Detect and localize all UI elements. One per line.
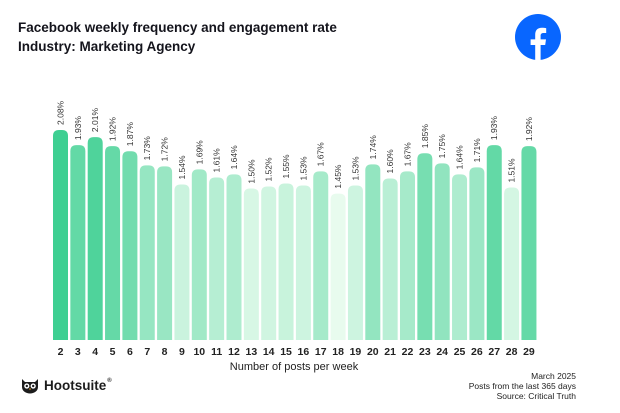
- hootsuite-brand: Hootsuite®: [20, 376, 112, 394]
- x-tick-24: 24: [436, 346, 448, 358]
- x-tick-9: 9: [179, 346, 185, 358]
- data-label-6: 1.87%: [125, 122, 135, 147]
- bar-14: [261, 186, 277, 340]
- x-tick-28: 28: [506, 346, 518, 358]
- data-label-18: 1.45%: [333, 164, 343, 189]
- data-label-16: 1.53%: [298, 156, 308, 181]
- x-tick-29: 29: [523, 346, 535, 358]
- data-label-11: 1.61%: [212, 148, 222, 173]
- data-label-25: 1.64%: [455, 145, 465, 170]
- bar-15: [278, 183, 294, 340]
- x-tick-5: 5: [110, 346, 116, 358]
- data-label-13: 1.50%: [246, 159, 256, 184]
- data-label-28: 1.51%: [507, 158, 517, 183]
- bar-25: [452, 174, 468, 340]
- chart-meta: March 2025 Posts from the last 365 days …: [469, 371, 576, 401]
- chart-title: Facebook weekly frequency and engagement…: [18, 20, 337, 35]
- bar-5: [105, 146, 121, 340]
- bar-10: [191, 169, 207, 340]
- data-label-2: 2.08%: [56, 100, 66, 125]
- bar-13: [243, 188, 259, 340]
- bar-21: [382, 178, 398, 340]
- bar-17: [313, 171, 329, 340]
- report-source: Source: Critical Truth: [496, 391, 576, 401]
- data-label-14: 1.52%: [264, 157, 274, 182]
- brand-text: Hootsuite: [44, 377, 107, 393]
- bar-19: [347, 185, 363, 340]
- data-label-21: 1.60%: [385, 149, 395, 174]
- data-label-22: 1.67%: [403, 142, 413, 167]
- bar-2: [53, 130, 68, 340]
- bar-22: [400, 171, 415, 340]
- data-label-15: 1.55%: [281, 154, 291, 179]
- bar-20: [365, 164, 381, 340]
- data-label-8: 1.72%: [160, 137, 170, 162]
- data-label-23: 1.85%: [420, 124, 430, 149]
- bar-4: [87, 137, 103, 340]
- data-label-20: 1.74%: [368, 135, 378, 160]
- data-label-9: 1.54%: [177, 155, 187, 180]
- x-tick-25: 25: [454, 346, 466, 358]
- bar-9: [174, 184, 190, 340]
- report-period: Posts from the last 365 days: [468, 381, 576, 391]
- x-tick-21: 21: [384, 346, 396, 358]
- data-label-24: 1.75%: [437, 134, 447, 159]
- x-tick-15: 15: [280, 346, 292, 358]
- bar-16: [295, 185, 311, 340]
- data-label-29: 1.92%: [524, 117, 534, 142]
- x-tick-4: 4: [92, 346, 98, 358]
- bar-28: [504, 187, 520, 340]
- x-tick-22: 22: [402, 346, 414, 358]
- data-label-3: 1.93%: [73, 116, 83, 141]
- x-tick-16: 16: [298, 346, 310, 358]
- x-tick-2: 2: [58, 346, 64, 358]
- x-tick-14: 14: [263, 346, 275, 358]
- x-tick-17: 17: [315, 346, 327, 358]
- x-tick-12: 12: [228, 346, 240, 358]
- x-tick-13: 13: [246, 346, 258, 358]
- data-label-27: 1.93%: [489, 116, 499, 141]
- registered-mark: ®: [107, 377, 112, 384]
- data-label-26: 1.71%: [472, 138, 482, 163]
- bar-12: [226, 174, 242, 340]
- x-tick-7: 7: [144, 346, 150, 358]
- bar-7: [139, 165, 155, 340]
- data-label-10: 1.69%: [194, 140, 204, 165]
- data-label-17: 1.67%: [316, 142, 326, 167]
- x-tick-23: 23: [419, 346, 431, 358]
- data-label-19: 1.53%: [350, 156, 360, 181]
- bar-11: [209, 177, 225, 340]
- x-tick-26: 26: [471, 346, 483, 358]
- report-date: March 2025: [531, 371, 576, 381]
- data-label-5: 1.92%: [108, 117, 118, 142]
- x-tick-11: 11: [211, 346, 222, 358]
- owl-icon: [22, 379, 38, 394]
- chart-subtitle: Industry: Marketing Agency: [18, 39, 196, 54]
- bar-27: [486, 145, 502, 340]
- facebook-logo-icon: [515, 14, 561, 60]
- x-tick-8: 8: [162, 346, 168, 358]
- x-tick-10: 10: [193, 346, 205, 358]
- data-label-12: 1.64%: [229, 145, 239, 170]
- data-label-7: 1.73%: [142, 136, 152, 161]
- bar-3: [70, 145, 86, 340]
- x-tick-20: 20: [367, 346, 379, 358]
- data-label-4: 2.01%: [90, 108, 100, 133]
- bar-18: [330, 193, 346, 340]
- x-tick-27: 27: [488, 346, 500, 358]
- bar-8: [157, 166, 173, 340]
- x-tick-18: 18: [332, 346, 344, 358]
- bar-23: [417, 153, 433, 340]
- bar-29: [521, 146, 537, 340]
- x-tick-19: 19: [350, 346, 362, 358]
- x-tick-6: 6: [127, 346, 133, 358]
- bar-26: [469, 167, 485, 340]
- x-axis-label: Number of posts per week: [229, 361, 359, 373]
- brand-name: Hootsuite®: [44, 378, 112, 393]
- bar-6: [122, 151, 138, 340]
- x-tick-3: 3: [75, 346, 81, 358]
- bar-24: [434, 163, 450, 340]
